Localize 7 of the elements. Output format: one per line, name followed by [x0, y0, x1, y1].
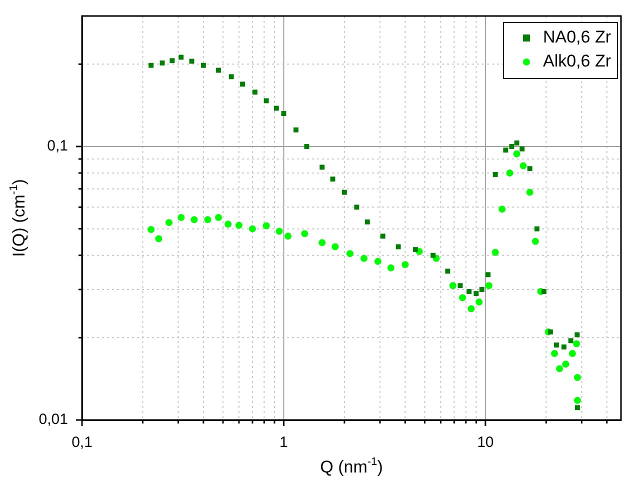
- x-tick-label: 1: [280, 434, 288, 452]
- legend-label: Alk0,6 Zr: [542, 52, 612, 71]
- y-axis-title: I(Q) (cm-1): [8, 179, 29, 257]
- x-tick-label: 10: [477, 434, 494, 452]
- x-tick-label: 0,1: [72, 434, 92, 452]
- y-tick-label: 0,01: [38, 411, 68, 428]
- legend-label: NA0,6 Zr: [542, 28, 612, 47]
